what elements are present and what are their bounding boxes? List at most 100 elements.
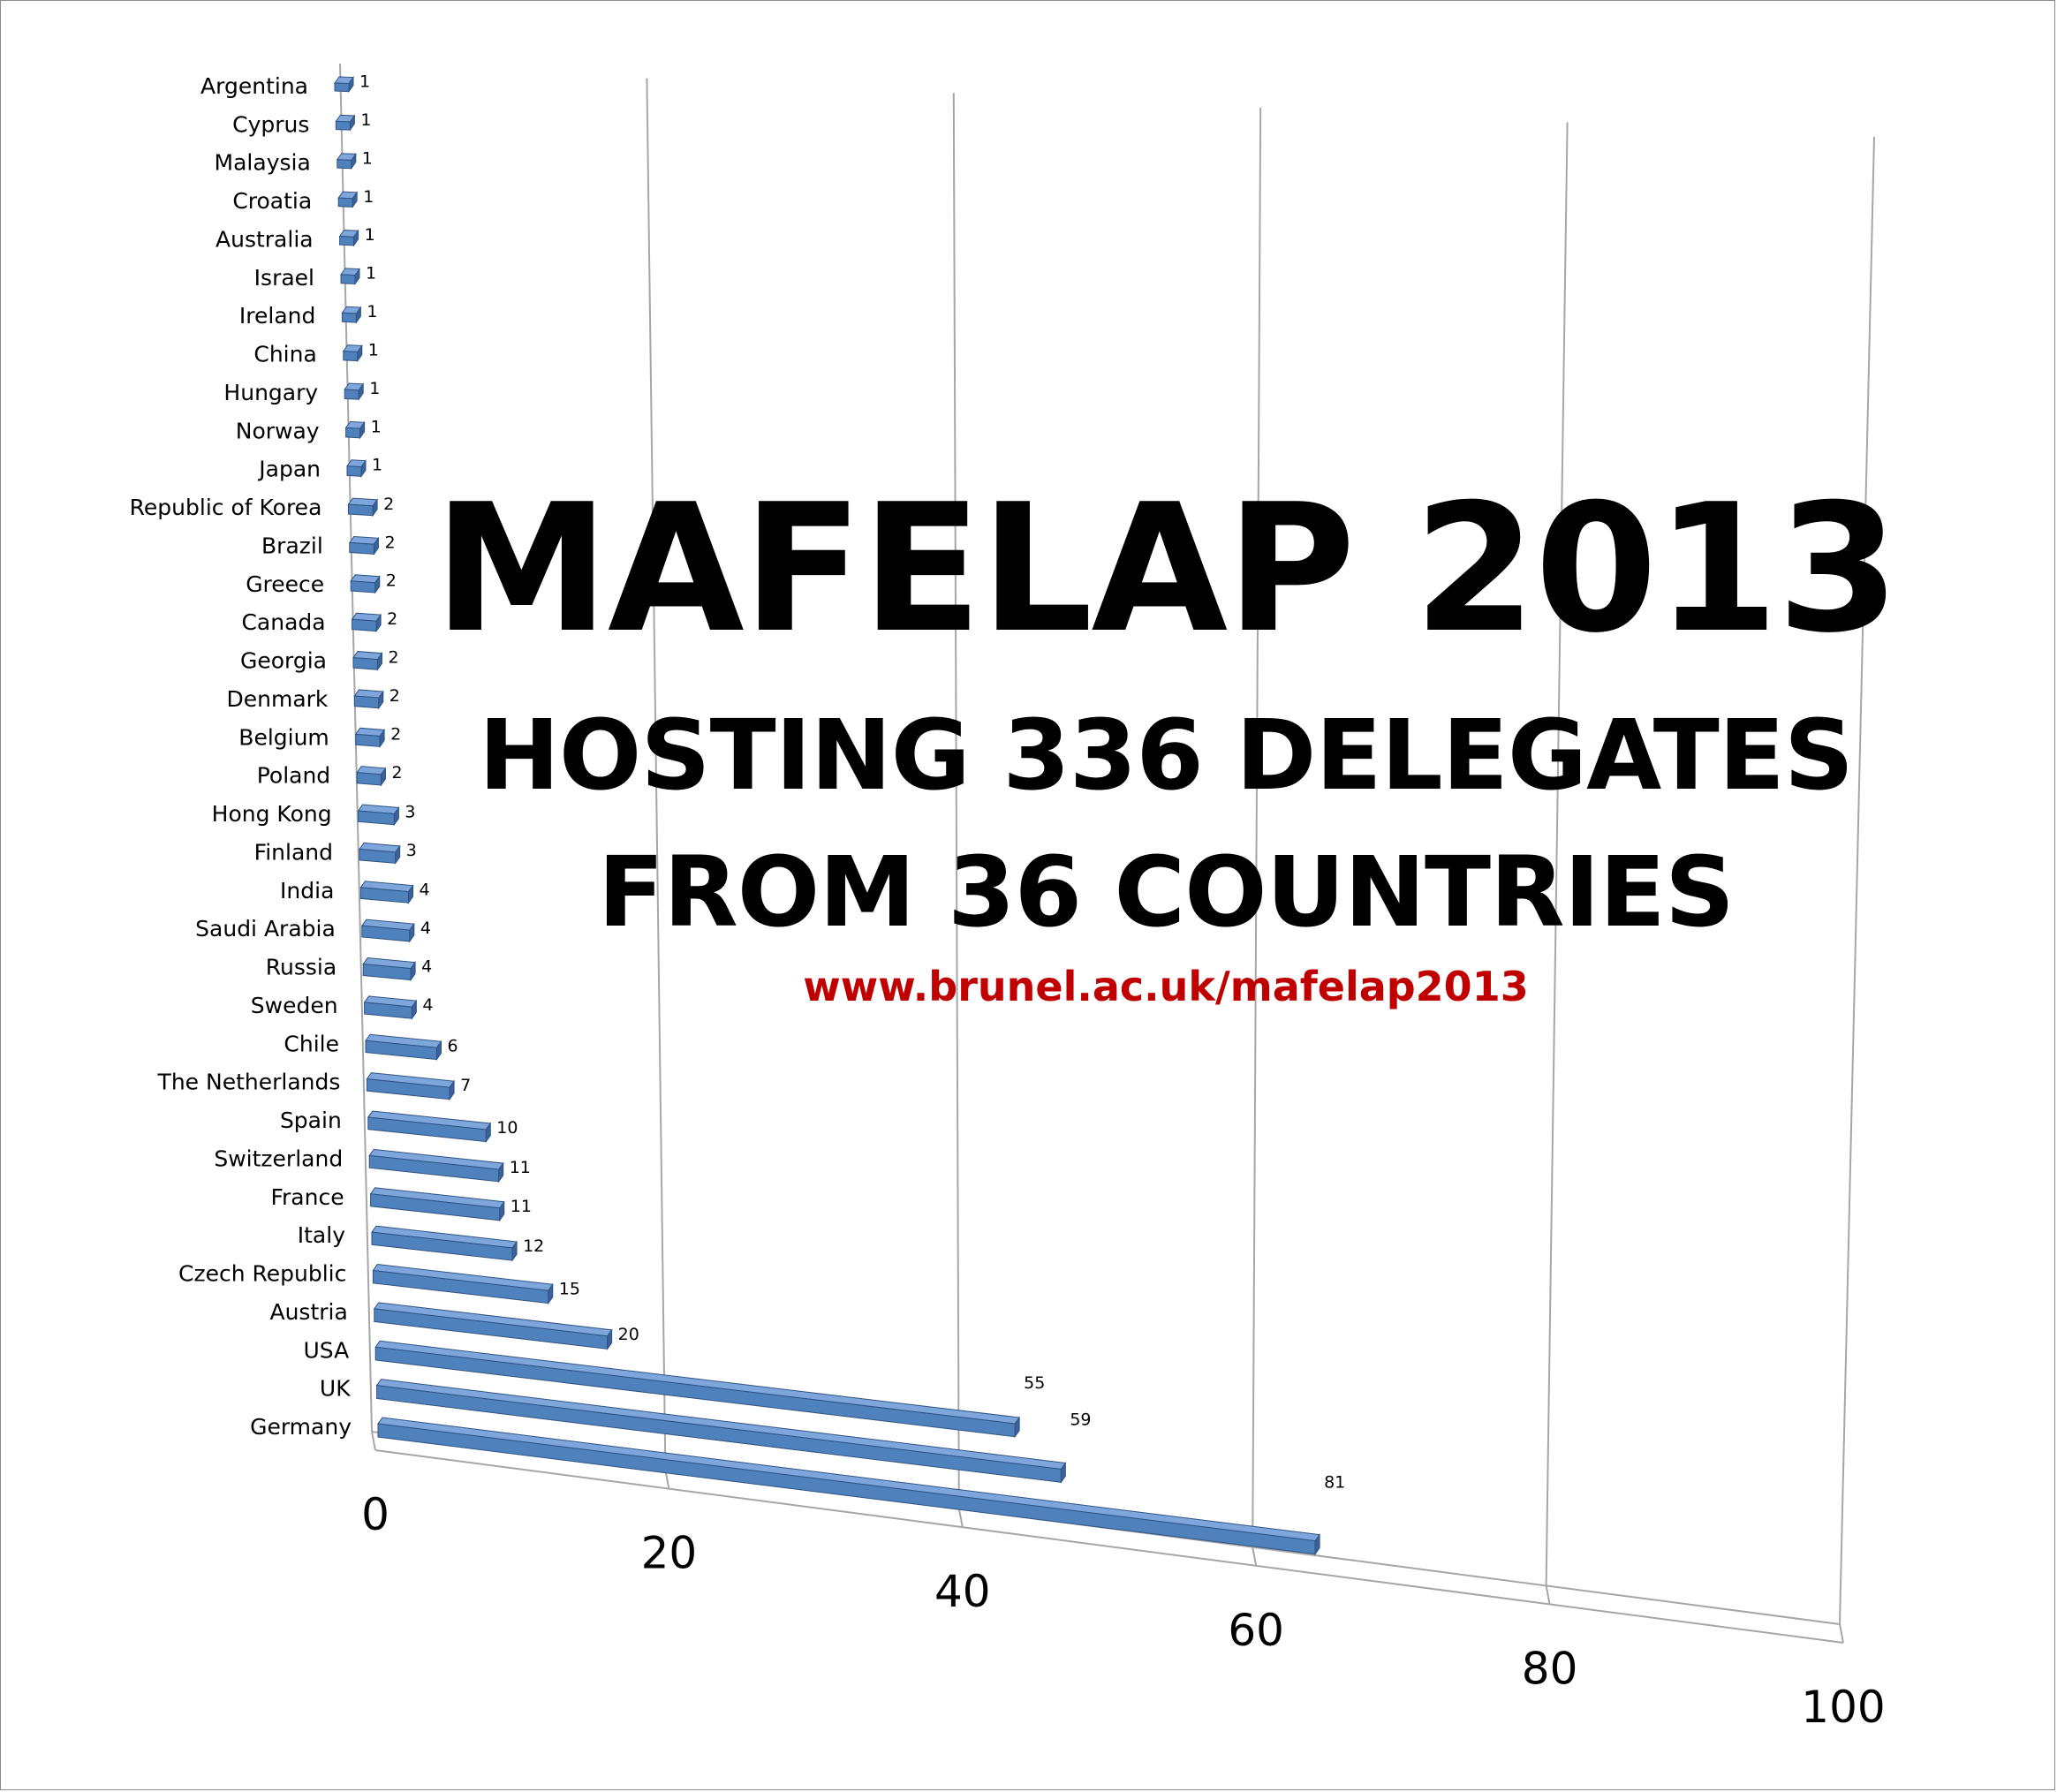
gridline-40: [952, 93, 960, 1509]
data-label: 4: [420, 919, 431, 938]
category-label: Argentina: [200, 73, 308, 99]
x-tick-label: 60: [1228, 1605, 1284, 1656]
x-tick-label: 20: [641, 1528, 698, 1579]
category-label: Hong Kong: [212, 801, 332, 827]
category-label: Chile: [284, 1031, 339, 1056]
data-label: 4: [420, 881, 430, 900]
data-label: 20: [618, 1325, 639, 1344]
x-tick-label: 0: [361, 1489, 389, 1540]
category-label: Poland: [257, 763, 330, 789]
bar-end-face: [435, 1040, 442, 1062]
bar: [339, 235, 355, 246]
floor-tick-100: [1839, 1623, 1844, 1644]
bar-end-face: [357, 344, 363, 363]
category-label: Finland: [254, 839, 333, 865]
bar-end-face: [395, 844, 401, 865]
data-label: 1: [369, 379, 380, 398]
bar: [344, 389, 359, 400]
bar-end-face: [375, 613, 382, 633]
category-label: Australia: [216, 226, 314, 252]
x-tick-label: 100: [1801, 1682, 1885, 1733]
data-label: 6: [447, 1036, 458, 1055]
bar-end-face: [379, 728, 385, 748]
label-layer: 0 20 40 60 80 100 Argentina 1 Cyprus 1 Malaysia 1 Cr…: [130, 72, 1886, 1733]
bar: [337, 197, 353, 208]
data-label: 11: [510, 1197, 532, 1216]
bar-end-face: [410, 961, 416, 982]
chart-title: MAFELAP 2013: [433, 466, 1900, 672]
data-label: 2: [383, 495, 394, 514]
data-label: 2: [389, 686, 400, 706]
data-label: 1: [362, 148, 373, 168]
bar-end-face: [355, 306, 361, 324]
bar-end-face: [393, 805, 399, 827]
category-label: The Netherlands: [157, 1070, 341, 1095]
category-label: Switzerland: [214, 1146, 343, 1171]
bar-end-face: [359, 420, 366, 440]
bar-end-face: [354, 268, 360, 286]
gridline-100: [1839, 136, 1875, 1625]
data-label: 2: [391, 763, 402, 783]
x-tick-label: 80: [1522, 1643, 1578, 1694]
bar-end-face: [409, 922, 415, 943]
data-label: 2: [386, 571, 397, 591]
category-label: France: [270, 1184, 344, 1210]
floor-tick-40: [957, 1508, 964, 1528]
category-label: Italy: [298, 1222, 345, 1248]
category-label: Saudi Arabia: [195, 916, 336, 941]
bar-end-face: [1314, 1533, 1320, 1556]
category-label: Spain: [280, 1108, 342, 1133]
data-label: 1: [371, 417, 382, 436]
data-label: 3: [405, 802, 415, 821]
floor-tick-60: [1252, 1546, 1258, 1566]
data-label: 1: [366, 264, 376, 284]
bar: [345, 427, 361, 439]
category-label: Malaysia: [215, 150, 311, 176]
category-label: Austria: [269, 1299, 347, 1325]
category-label: Germany: [250, 1414, 352, 1440]
bar-end-face: [360, 459, 367, 478]
data-label: 1: [359, 72, 370, 92]
data-label: 1: [368, 340, 379, 359]
data-label: 7: [460, 1076, 471, 1095]
category-label: Brazil: [261, 533, 323, 558]
bar-end-face: [449, 1079, 455, 1101]
gridline-80: [1545, 122, 1569, 1586]
bar: [335, 120, 351, 131]
bar-end-face: [378, 690, 384, 710]
data-label: 59: [1070, 1410, 1091, 1429]
bar-end-face: [380, 767, 386, 787]
bar-end-face: [511, 1240, 518, 1262]
bar-top-face: [374, 1340, 1021, 1425]
subtitle-countries: FROM 36 COUNTRIES: [597, 836, 1735, 949]
bar-end-face: [372, 498, 378, 518]
conference-url-link[interactable]: www.brunel.ac.uk/mafelap2013: [803, 963, 1529, 1010]
category-label: UK: [320, 1376, 351, 1402]
bar-end-face: [499, 1200, 505, 1222]
category-label: Cyprus: [232, 111, 309, 137]
data-label: 10: [496, 1118, 518, 1138]
data-label: 55: [1024, 1373, 1045, 1393]
category-label: Sweden: [251, 993, 338, 1018]
data-label: 2: [387, 609, 397, 629]
data-label: 2: [384, 533, 395, 552]
data-label: 1: [363, 187, 374, 207]
bar-end-face: [408, 884, 414, 904]
bar-end-face: [349, 114, 355, 132]
category-label: Belgium: [238, 724, 329, 750]
category-label: China: [253, 342, 316, 367]
data-label: 1: [372, 456, 382, 475]
bar-end-face: [548, 1282, 554, 1305]
category-label: Czech Republic: [178, 1261, 346, 1287]
category-label: USA: [303, 1337, 349, 1363]
bar-end-face: [352, 191, 358, 208]
category-label: India: [280, 878, 334, 904]
gridline-0: [339, 63, 373, 1433]
bar: [337, 159, 352, 170]
category-label: Greece: [246, 571, 324, 597]
bar-end-face: [411, 999, 417, 1020]
bar-end-face: [358, 382, 364, 401]
floor-tick-0: [371, 1431, 376, 1451]
data-label: 12: [523, 1236, 544, 1256]
